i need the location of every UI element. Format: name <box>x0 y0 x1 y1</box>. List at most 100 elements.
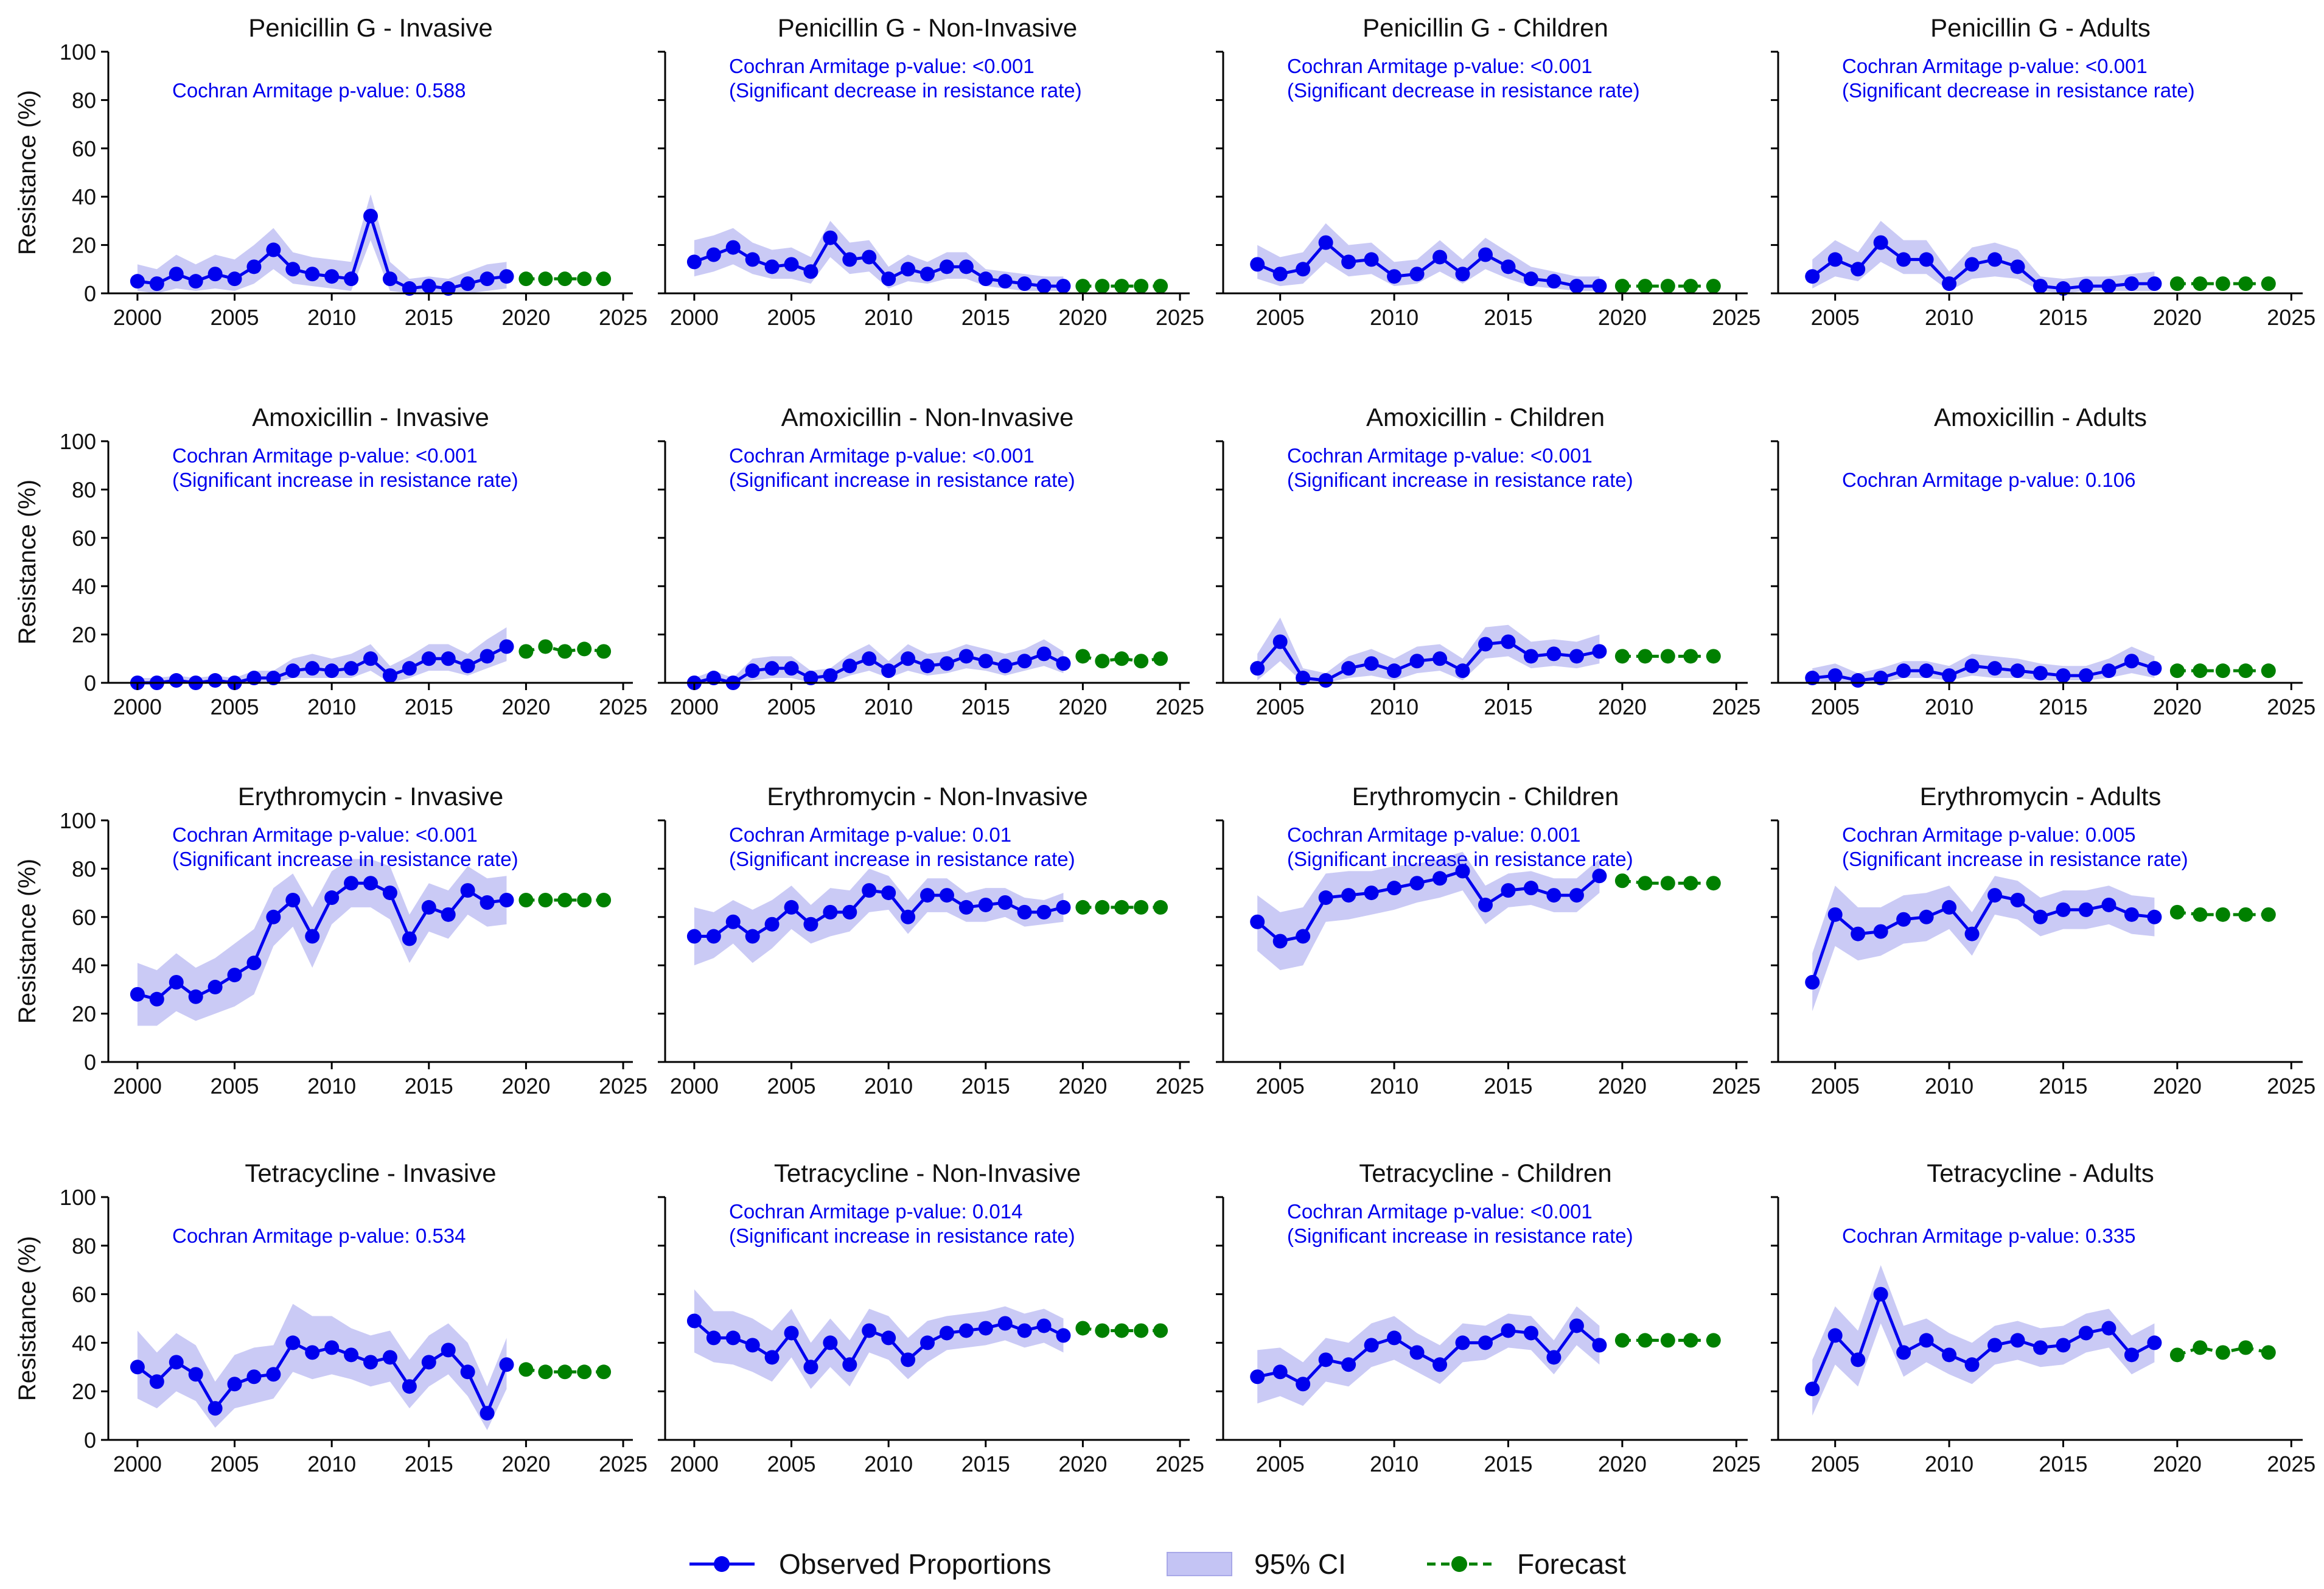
observed-point <box>1296 929 1311 944</box>
x-tick-label: 2025 <box>599 1074 647 1098</box>
forecast-point <box>2261 907 2276 922</box>
forecast-point <box>2238 1340 2253 1355</box>
observed-point <box>1296 262 1311 277</box>
observed-point <box>402 281 417 296</box>
forecast-point <box>1075 649 1090 664</box>
forecast-point <box>2169 276 2185 292</box>
observed-point <box>188 274 203 289</box>
observed-point <box>2056 668 2071 683</box>
observed-point <box>460 658 475 674</box>
x-tick-label: 2025 <box>2267 305 2315 330</box>
x-tick-label: 2010 <box>1925 694 1973 719</box>
x-tick-label: 2025 <box>2267 1451 2315 1476</box>
observed-point <box>2056 902 2071 917</box>
x-tick-label: 2015 <box>961 1451 1010 1476</box>
observed-point <box>421 1355 436 1370</box>
observed-point <box>2101 279 2116 294</box>
observed-point <box>1987 252 2003 267</box>
observed-point <box>958 899 974 915</box>
observed-point <box>1919 909 1934 924</box>
observed-point <box>382 668 397 683</box>
observed-point <box>130 1360 145 1375</box>
observed-point <box>266 671 281 686</box>
observed-point <box>2124 276 2139 292</box>
ci-band <box>137 1304 507 1431</box>
observed-point <box>2124 654 2139 669</box>
observed-point <box>2056 281 2071 296</box>
x-tick-label: 2025 <box>1156 305 1204 330</box>
x-tick-label: 2005 <box>1811 1074 1860 1098</box>
observed-point <box>901 909 916 924</box>
x-tick-label: 2020 <box>2153 1451 2202 1476</box>
y-tick-label: 80 <box>72 88 96 113</box>
annotation-text: Cochran Armitage p-value: <0.001 <box>172 823 478 846</box>
annotation-text: Cochran Armitage p-value: 0.335 <box>1842 1224 2135 1247</box>
observed-point <box>1523 1325 1538 1341</box>
observed-point <box>862 651 877 666</box>
observed-point <box>1036 646 1052 662</box>
observed-point <box>441 1343 456 1358</box>
observed-point <box>169 673 184 688</box>
annotation-text: Cochran Armitage p-value: <0.001 <box>1842 55 2148 77</box>
observed-point <box>920 658 935 674</box>
forecast-point <box>1706 649 1721 664</box>
observed-point <box>208 673 223 688</box>
observed-point <box>842 252 857 267</box>
observed-point <box>499 1357 514 1372</box>
observed-point <box>1827 668 1843 683</box>
observed-point <box>441 281 456 296</box>
observed-point <box>1805 974 1820 990</box>
forecast-point <box>1683 1333 1698 1348</box>
observed-point <box>285 1335 301 1350</box>
forecast-point <box>1114 279 1129 294</box>
forecast-point <box>2169 1347 2185 1363</box>
observed-point <box>480 649 495 664</box>
observed-point <box>1592 1338 1607 1353</box>
subplot-tetracycline-children: Tetracycline - Children 2005 2010 2015 2020 2… <box>1216 1159 1760 1476</box>
forecast-point <box>538 639 553 654</box>
observed-point <box>1478 897 1493 912</box>
observed-point <box>706 247 721 262</box>
observed-point <box>862 250 877 265</box>
forecast-point <box>1614 649 1630 664</box>
observed-point <box>1409 1345 1425 1360</box>
annotation-text: (Significant increase in resistance rate… <box>1287 848 1633 870</box>
x-tick-label: 2020 <box>1598 1451 1647 1476</box>
ci-band <box>694 220 1064 292</box>
observed-point <box>227 1377 242 1392</box>
forecast-point <box>2193 276 2208 292</box>
x-tick-label: 2010 <box>1370 694 1418 719</box>
observed-point <box>246 955 262 971</box>
observed-point <box>1250 257 1265 272</box>
annotation-text: Cochran Armitage p-value: <0.001 <box>729 55 1035 77</box>
observed-point <box>382 885 397 901</box>
observed-point <box>1432 651 1448 666</box>
y-tick-label: 20 <box>72 1379 96 1404</box>
observed-point <box>881 271 896 287</box>
x-tick-label: 2015 <box>405 1451 453 1476</box>
x-tick-label: 2025 <box>1156 694 1204 719</box>
subplot-erythromycin-invasive: Erythromycin - Invasive 0 20 40 60 80 100 2000 2… <box>14 782 647 1098</box>
observed-point <box>686 929 702 944</box>
observed-point <box>842 1357 857 1372</box>
x-tick-label: 2005 <box>1256 1451 1305 1476</box>
observed-point <box>1250 1369 1265 1385</box>
annotation-text: Cochran Armitage p-value: 0.01 <box>729 823 1011 846</box>
observed-point <box>324 269 340 284</box>
observed-point <box>1432 1357 1448 1372</box>
x-tick-label: 2000 <box>113 694 162 719</box>
observed-point <box>901 651 916 666</box>
observed-point <box>1942 668 1957 683</box>
forecast-point <box>1095 654 1110 669</box>
observed-point <box>1478 637 1493 652</box>
x-tick-label: 2010 <box>307 1074 356 1098</box>
forecast-point <box>1153 899 1168 915</box>
subplot-title: Amoxicillin - Invasive <box>252 403 489 431</box>
x-tick-label: 2015 <box>2039 694 2087 719</box>
x-tick-label: 2020 <box>1058 1074 1107 1098</box>
observed-point <box>1873 924 1888 939</box>
observed-point <box>2124 1347 2139 1363</box>
observed-point <box>784 257 799 272</box>
observed-point <box>2147 1335 2162 1350</box>
forecast-point <box>1134 654 1149 669</box>
